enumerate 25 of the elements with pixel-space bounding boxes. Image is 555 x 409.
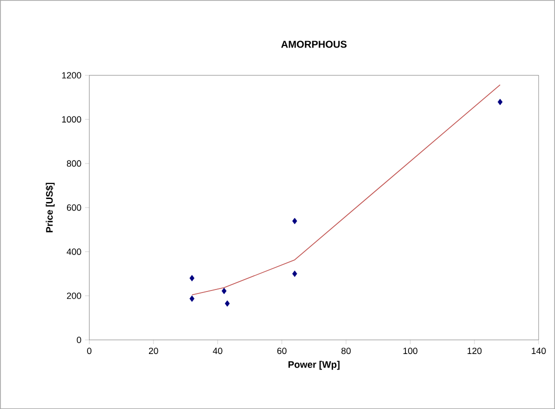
y-tick-label: 200 (66, 292, 82, 299)
point (498, 98, 503, 106)
y-tick-label: 1200 (62, 72, 82, 78)
point (190, 295, 194, 302)
x-tick-label: 120 (468, 348, 482, 354)
y-tick-label: 1000 (62, 116, 82, 122)
x-axis-title: Power [Wp] (288, 360, 340, 370)
y-tick-label: 400 (66, 248, 82, 255)
x-tick-label: 40 (212, 348, 222, 354)
x-tick-label: 80 (341, 348, 351, 354)
point (190, 274, 194, 282)
point (222, 288, 227, 294)
y-tick-label: 800 (66, 160, 82, 167)
point (292, 270, 298, 277)
x-tick-label: 140 (532, 348, 546, 354)
x-tick-label: 20 (148, 348, 158, 354)
y-tick-label: 600 (66, 204, 82, 211)
x-tick-label: 100 (403, 348, 418, 354)
y-tick-label: 0 (76, 336, 82, 343)
chart-title: AMORPHOUS (281, 40, 347, 48)
x-tick-label: 0 (87, 348, 92, 354)
point (224, 300, 230, 307)
point (292, 218, 298, 224)
x-tick-label: 60 (277, 348, 287, 354)
y-axis-title: Price [US$] (46, 182, 55, 232)
